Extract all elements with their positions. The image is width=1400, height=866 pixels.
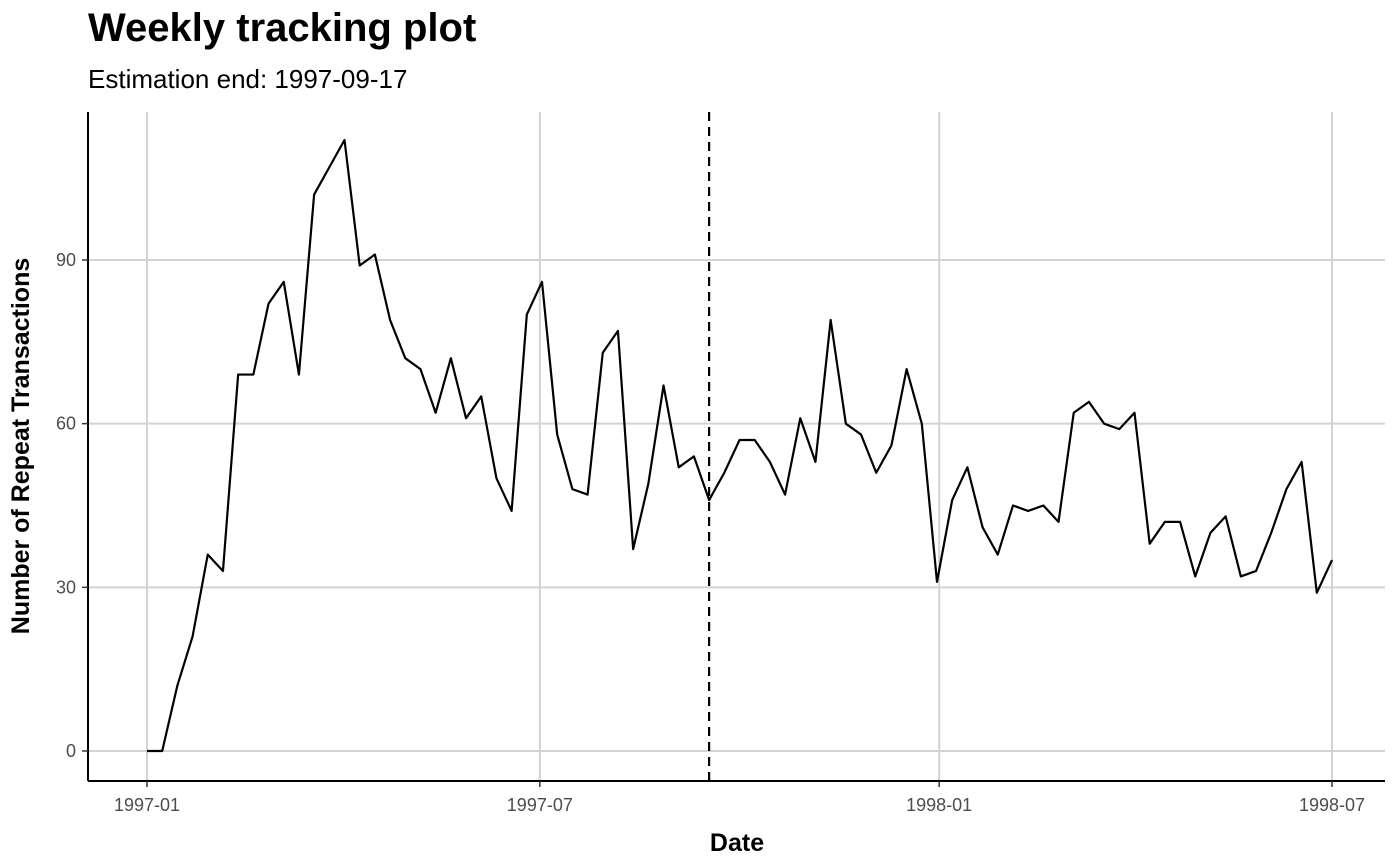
y-tick-label: 0 — [66, 741, 76, 761]
x-tick-label: 1998-01 — [906, 795, 972, 815]
x-tick-label: 1998-07 — [1299, 795, 1365, 815]
x-axis-ticks: 1997-01 1997-07 1998-01 1998-07 — [114, 781, 1365, 815]
y-tick-label: 30 — [56, 577, 76, 597]
series-group — [147, 138, 1333, 753]
y-tick-label: 90 — [56, 250, 76, 270]
series-line — [147, 138, 1333, 753]
y-axis-title: Number of Repeat Transactions — [7, 258, 35, 634]
x-tick-label: 1997-01 — [114, 795, 180, 815]
chart-subtitle: Estimation end: 1997-09-17 — [88, 64, 408, 94]
x-tick-label: 1997-07 — [507, 795, 573, 815]
chart-title: Weekly tracking plot — [88, 6, 477, 50]
y-axis-ticks: 0 30 60 90 — [56, 250, 88, 761]
grid-lines — [88, 112, 1385, 781]
y-tick-label: 60 — [56, 414, 76, 434]
x-axis-title: Date — [710, 829, 764, 857]
axes — [87, 112, 1385, 782]
